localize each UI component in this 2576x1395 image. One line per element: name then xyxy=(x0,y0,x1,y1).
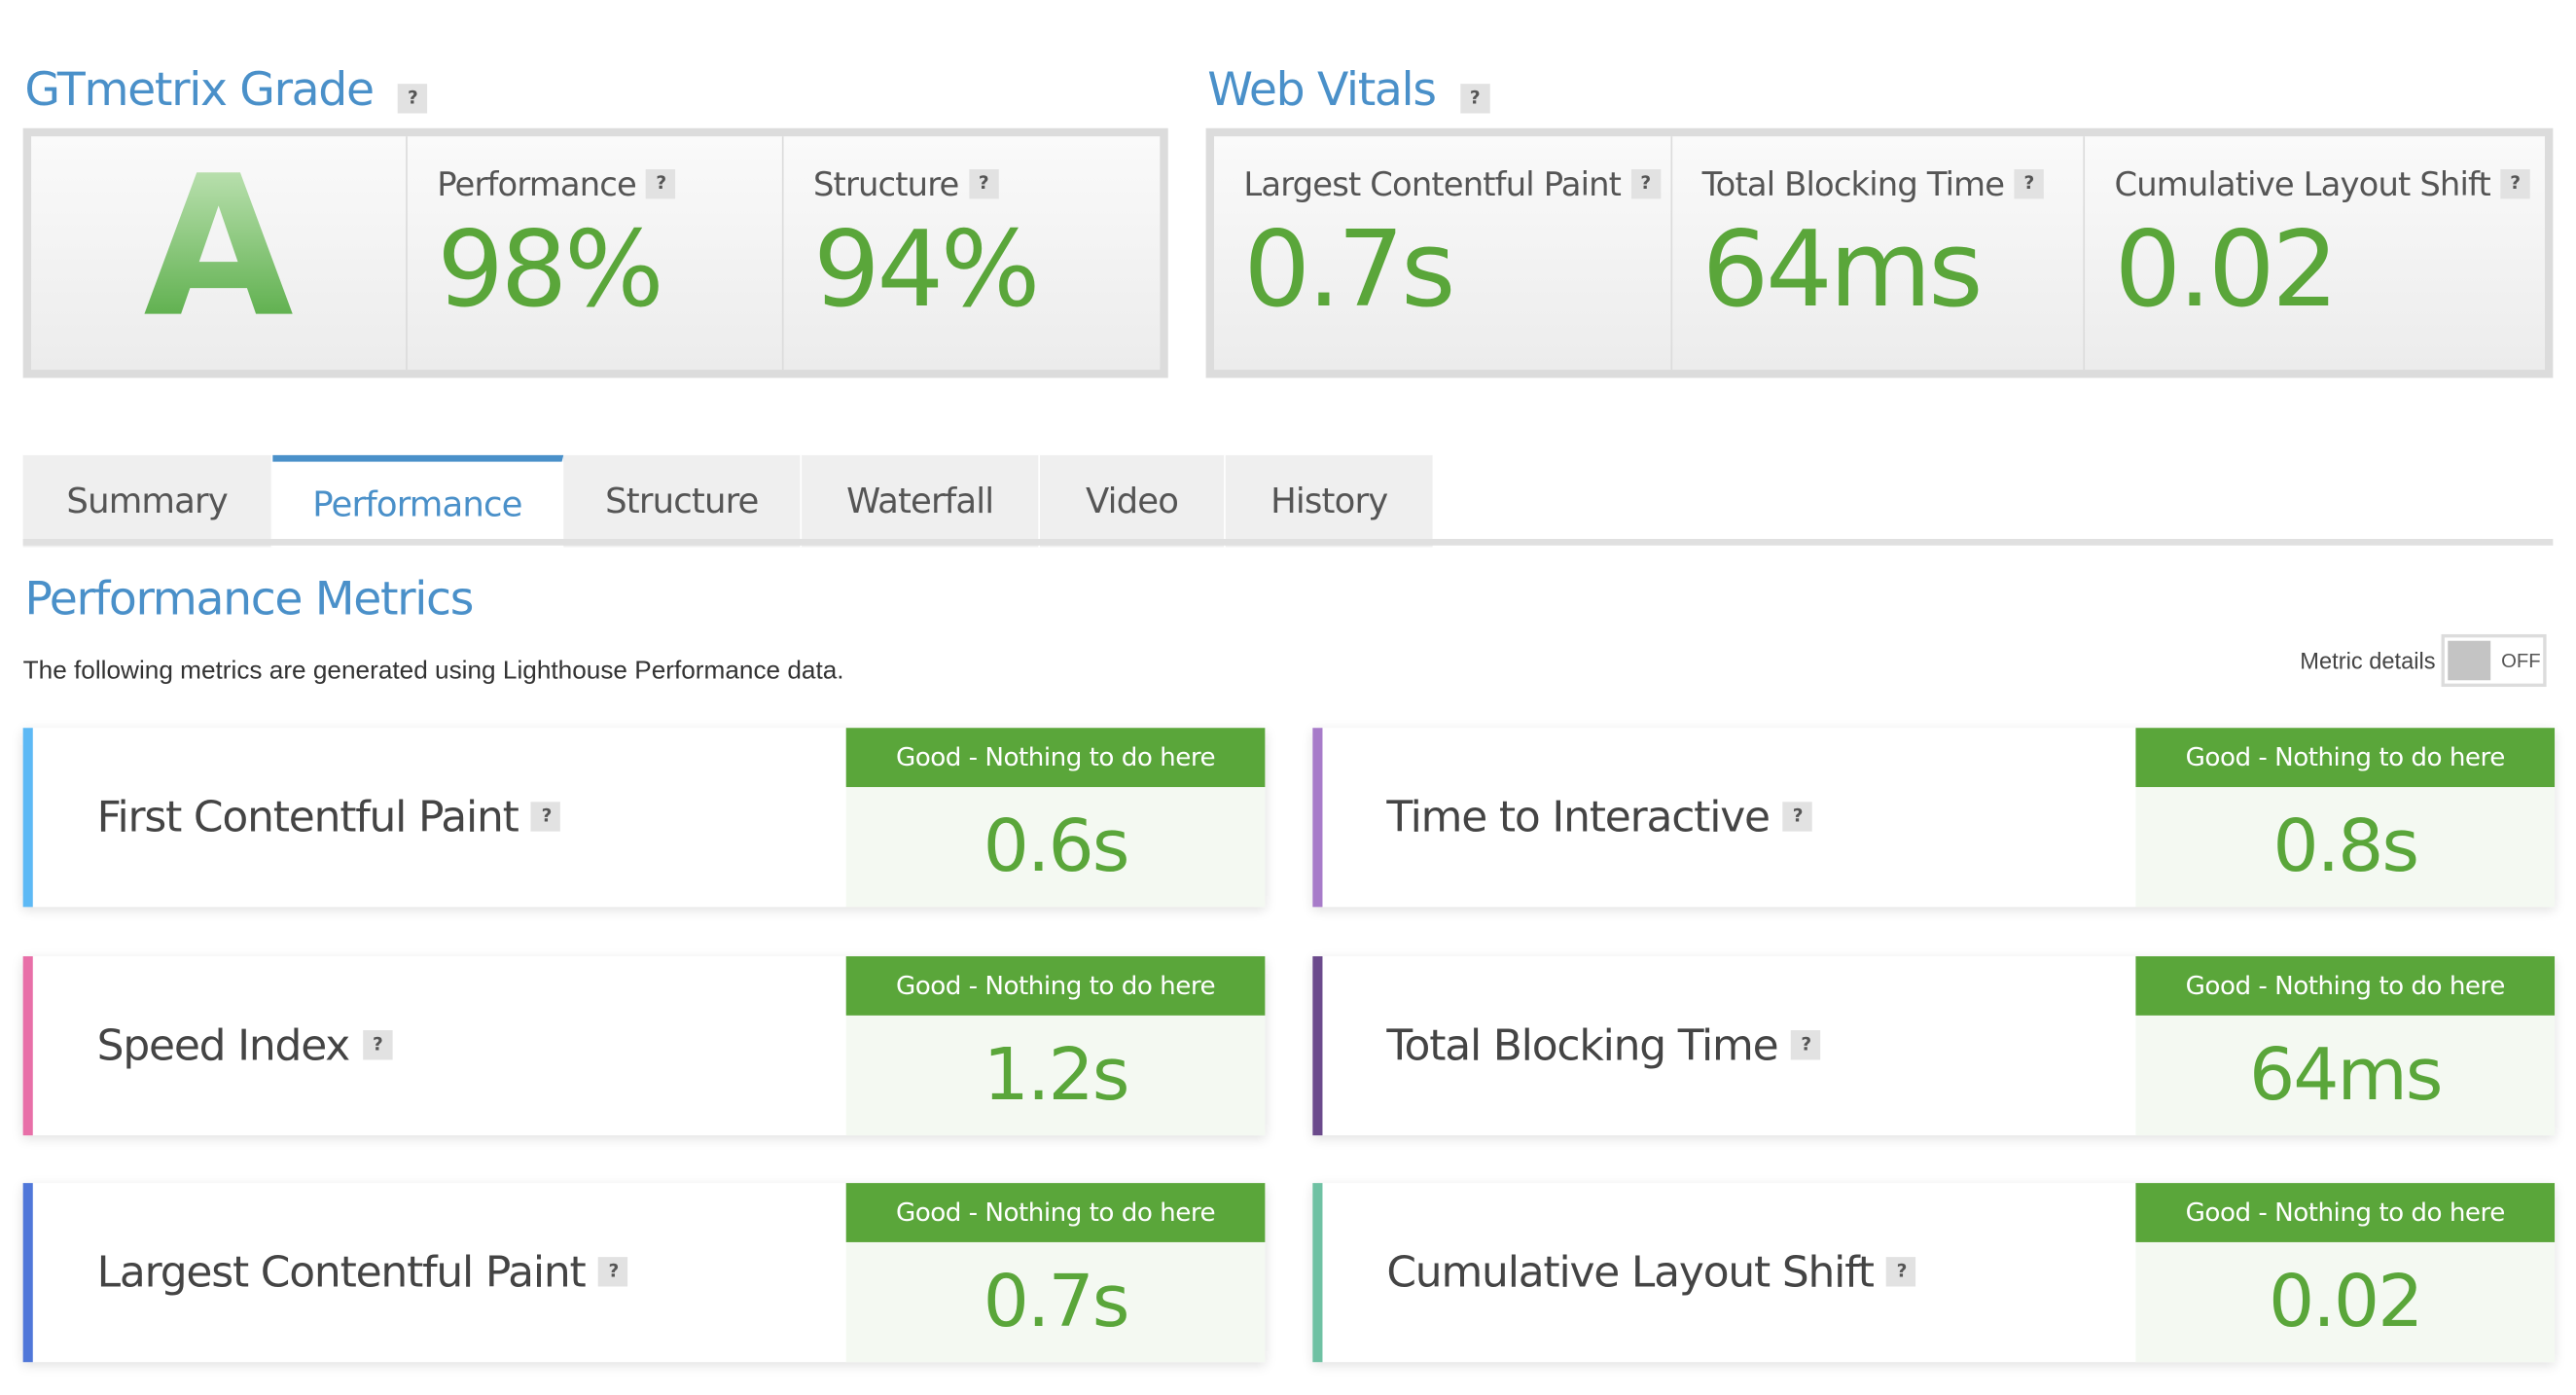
metric-value: 0.7s xyxy=(983,1260,1130,1344)
vital-cls-help-icon[interactable]: ? xyxy=(2500,168,2530,198)
structure-help-icon[interactable]: ? xyxy=(968,168,999,198)
metric-name: First Contentful Paint xyxy=(96,793,519,843)
vital-cls-label: Cumulative Layout Shift xyxy=(2114,163,2490,204)
perf-metrics-title: Performance Metrics xyxy=(24,571,474,626)
grade-help-icon[interactable]: ? xyxy=(398,83,428,113)
grade-heading: GTmetrix Grade ? xyxy=(24,62,428,117)
tab-waterfall[interactable]: Waterfall xyxy=(802,454,1040,548)
tab-divider xyxy=(22,539,2554,546)
metric-name: Speed Index xyxy=(96,1021,351,1072)
metric-name-row: Largest Contentful Paint? xyxy=(96,1248,628,1299)
grade-letter: A xyxy=(31,150,406,343)
structure-score-label-row: Structure? xyxy=(812,163,999,204)
tab-performance[interactable]: Performance xyxy=(272,454,564,548)
status-badge: Good - Nothing to do here xyxy=(845,956,1266,1016)
web-vitals-panel: Largest Contentful Paint? 0.7s Total Blo… xyxy=(1205,127,2554,378)
vital-tbt-label: Total Blocking Time xyxy=(1701,163,2005,204)
vital-lcp-help-icon[interactable]: ? xyxy=(1630,168,1661,198)
vital-tbt-label-row: Total Blocking Time? xyxy=(1701,163,2044,204)
report-tabs: Summary Performance Structure Waterfall … xyxy=(22,454,1433,548)
metric-card-tti: Time to Interactive? Good - Nothing to d… xyxy=(1312,728,2556,908)
metric-help-icon[interactable]: ? xyxy=(598,1257,628,1287)
metric-details-label: Metric details xyxy=(2300,647,2436,674)
metric-name: Total Blocking Time xyxy=(1386,1021,1778,1072)
toggle-knob xyxy=(2449,640,2491,681)
performance-score-cell: Performance? 98% xyxy=(408,136,784,371)
grade-panel: A Performance? 98% Structure? 94% xyxy=(22,127,1168,378)
metric-result: Good - Nothing to do here 0.7s xyxy=(845,1183,1266,1363)
metric-card-lcp: Largest Contentful Paint? Good - Nothing… xyxy=(22,1183,1266,1363)
metric-help-icon[interactable]: ? xyxy=(1782,802,1812,832)
metric-card-speed-index: Speed Index? Good - Nothing to do here 1… xyxy=(22,956,1266,1136)
performance-help-icon[interactable]: ? xyxy=(646,168,676,198)
perf-metrics-subtitle: The following metrics are generated usin… xyxy=(22,657,844,686)
vital-tbt-help-icon[interactable]: ? xyxy=(2014,168,2044,198)
metric-value: 64ms xyxy=(2248,1033,2444,1118)
web-vitals-title: Web Vitals xyxy=(1207,62,1437,117)
metric-help-icon[interactable]: ? xyxy=(531,802,561,832)
metric-value: 0.6s xyxy=(983,805,1130,889)
vital-tbt-value: 64ms xyxy=(1701,210,1984,333)
tab-structure[interactable]: Structure xyxy=(563,454,803,548)
structure-score-value: 94% xyxy=(812,210,1040,333)
vital-cls-label-row: Cumulative Layout Shift? xyxy=(2114,163,2530,204)
performance-score-label-row: Performance? xyxy=(437,163,676,204)
vital-lcp-label-row: Largest Contentful Paint? xyxy=(1243,163,1661,204)
web-vitals-heading: Web Vitals ? xyxy=(1207,62,1490,117)
metric-name: Time to Interactive xyxy=(1386,793,1771,843)
metric-card-fcp: First Contentful Paint? Good - Nothing t… xyxy=(22,728,1266,908)
metric-result: Good - Nothing to do here 64ms xyxy=(2135,956,2556,1136)
status-badge: Good - Nothing to do here xyxy=(845,728,1266,788)
metric-card-tbt: Total Blocking Time? Good - Nothing to d… xyxy=(1312,956,2556,1136)
metric-value: 0.8s xyxy=(2272,805,2419,889)
metric-value: 1.2s xyxy=(983,1033,1130,1118)
vital-cls-cell: Cumulative Layout Shift? 0.02 xyxy=(2085,136,2545,370)
metric-name-row: First Contentful Paint? xyxy=(96,793,561,843)
metric-card-cls: Cumulative Layout Shift? Good - Nothing … xyxy=(1312,1183,2556,1363)
metric-help-icon[interactable]: ? xyxy=(1790,1030,1821,1060)
metric-name-row: Time to Interactive? xyxy=(1386,793,1812,843)
metric-details-toggle-row: Metric details OFF xyxy=(2300,633,2548,688)
metric-name: Largest Contentful Paint xyxy=(96,1248,587,1299)
tab-summary[interactable]: Summary xyxy=(22,454,273,548)
metric-result: Good - Nothing to do here 0.8s xyxy=(2135,728,2556,908)
metric-help-icon[interactable]: ? xyxy=(362,1030,393,1060)
vital-lcp-cell: Largest Contentful Paint? 0.7s xyxy=(1214,136,1673,371)
status-badge: Good - Nothing to do here xyxy=(2135,956,2556,1016)
metric-help-icon[interactable]: ? xyxy=(1886,1257,1916,1287)
tab-history[interactable]: History xyxy=(1225,454,1433,548)
metric-name-row: Speed Index? xyxy=(96,1021,393,1072)
vital-lcp-value: 0.7s xyxy=(1243,210,1455,333)
metric-result: Good - Nothing to do here 0.6s xyxy=(845,728,1266,908)
structure-score-label: Structure xyxy=(812,163,959,204)
toggle-state-text: OFF xyxy=(2501,649,2541,672)
metric-details-toggle[interactable]: OFF xyxy=(2442,633,2548,688)
metric-name-row: Total Blocking Time? xyxy=(1386,1021,1821,1072)
metric-result: Good - Nothing to do here 0.02 xyxy=(2135,1183,2556,1363)
structure-score-cell: Structure? 94% xyxy=(784,136,1161,370)
web-vitals-help-icon[interactable]: ? xyxy=(1460,83,1490,113)
grade-title: GTmetrix Grade xyxy=(24,62,375,117)
status-badge: Good - Nothing to do here xyxy=(2135,728,2556,788)
vital-tbt-cell: Total Blocking Time? 64ms xyxy=(1672,136,2086,371)
status-badge: Good - Nothing to do here xyxy=(2135,1183,2556,1242)
performance-score-value: 98% xyxy=(437,210,663,333)
grade-letter-cell: A xyxy=(31,136,408,371)
metric-name-row: Cumulative Layout Shift? xyxy=(1386,1248,1916,1299)
performance-score-label: Performance xyxy=(437,163,637,204)
tab-video[interactable]: Video xyxy=(1039,454,1226,548)
status-badge: Good - Nothing to do here xyxy=(845,1183,1266,1242)
vital-cls-value: 0.02 xyxy=(2114,210,2339,333)
metric-value: 0.02 xyxy=(2269,1260,2423,1344)
metric-name: Cumulative Layout Shift xyxy=(1386,1248,1875,1299)
metric-result: Good - Nothing to do here 1.2s xyxy=(845,956,1266,1136)
vital-lcp-label: Largest Contentful Paint xyxy=(1243,163,1622,204)
